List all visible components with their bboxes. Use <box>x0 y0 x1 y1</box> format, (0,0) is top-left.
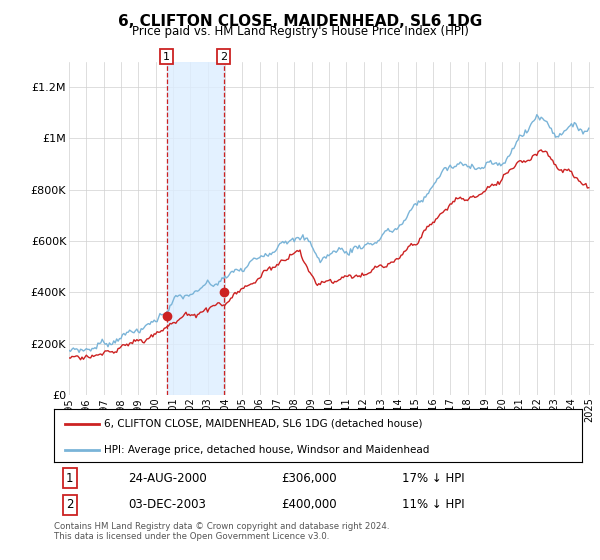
Text: 1: 1 <box>163 52 170 62</box>
Text: 1: 1 <box>66 472 74 484</box>
Text: 2: 2 <box>66 498 74 511</box>
Text: Price paid vs. HM Land Registry's House Price Index (HPI): Price paid vs. HM Land Registry's House … <box>131 25 469 38</box>
Text: £400,000: £400,000 <box>281 498 337 511</box>
Text: Contains HM Land Registry data © Crown copyright and database right 2024.
This d: Contains HM Land Registry data © Crown c… <box>54 522 389 542</box>
Text: 17% ↓ HPI: 17% ↓ HPI <box>403 472 465 484</box>
Text: 6, CLIFTON CLOSE, MAIDENHEAD, SL6 1DG: 6, CLIFTON CLOSE, MAIDENHEAD, SL6 1DG <box>118 14 482 29</box>
Text: HPI: Average price, detached house, Windsor and Maidenhead: HPI: Average price, detached house, Wind… <box>104 445 430 455</box>
Text: £306,000: £306,000 <box>281 472 337 484</box>
Text: 2: 2 <box>220 52 227 62</box>
Text: 11% ↓ HPI: 11% ↓ HPI <box>403 498 465 511</box>
Text: 03-DEC-2003: 03-DEC-2003 <box>128 498 206 511</box>
Text: 24-AUG-2000: 24-AUG-2000 <box>128 472 206 484</box>
Bar <box>167 62 224 395</box>
Text: 6, CLIFTON CLOSE, MAIDENHEAD, SL6 1DG (detached house): 6, CLIFTON CLOSE, MAIDENHEAD, SL6 1DG (d… <box>104 419 422 429</box>
